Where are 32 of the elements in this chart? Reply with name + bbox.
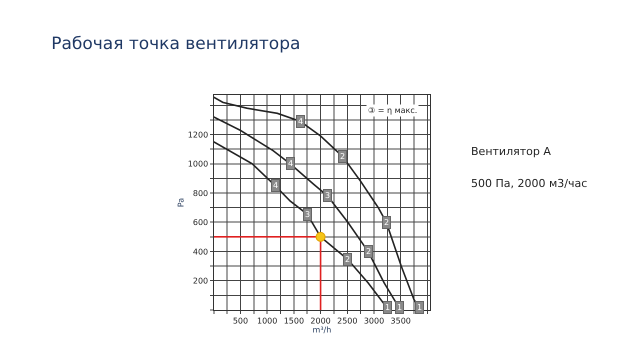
- y-tick-label: 800: [192, 188, 208, 198]
- annotation: ③ = η макс.: [368, 106, 418, 115]
- x-tick-label: 500: [232, 316, 248, 326]
- y-tick-label: 1200: [188, 130, 208, 140]
- annotation: 2: [340, 152, 346, 161]
- x-tick-label: 3500: [390, 316, 411, 326]
- x-tick-label: 3000: [364, 316, 384, 326]
- x-axis-title: m³/h: [312, 326, 332, 335]
- x-tick-label: 2500: [337, 316, 358, 326]
- y-tick-label: 200: [192, 276, 208, 286]
- annotation: 1: [397, 303, 402, 312]
- annotation: 4: [288, 159, 294, 168]
- annotation: 2: [345, 255, 350, 264]
- annotation: 1: [385, 303, 390, 312]
- text: Вентилятор А: [471, 145, 552, 158]
- chart-title: Рабочая точка вентилятора: [51, 34, 300, 54]
- point: [316, 232, 326, 242]
- x-tick-label: 1500: [284, 316, 304, 326]
- text: 500 Па, 2000 м3/час: [471, 177, 588, 190]
- x-tick-label: 1000: [256, 316, 278, 326]
- annotation: 4: [298, 117, 304, 126]
- annotation: 3: [305, 210, 310, 219]
- y-axis-title: Pa: [176, 198, 186, 208]
- annotation: 1: [417, 303, 422, 312]
- annotation: 3: [325, 191, 330, 200]
- annotation: 2: [384, 218, 390, 227]
- y-tick-label: 1000: [188, 160, 208, 169]
- annotation: 2: [366, 247, 372, 256]
- y-tick-label: 600: [192, 218, 208, 228]
- x-tick-label: 2000: [310, 316, 331, 326]
- y-tick-label: 400: [192, 247, 208, 256]
- annotation: 4: [273, 181, 278, 190]
